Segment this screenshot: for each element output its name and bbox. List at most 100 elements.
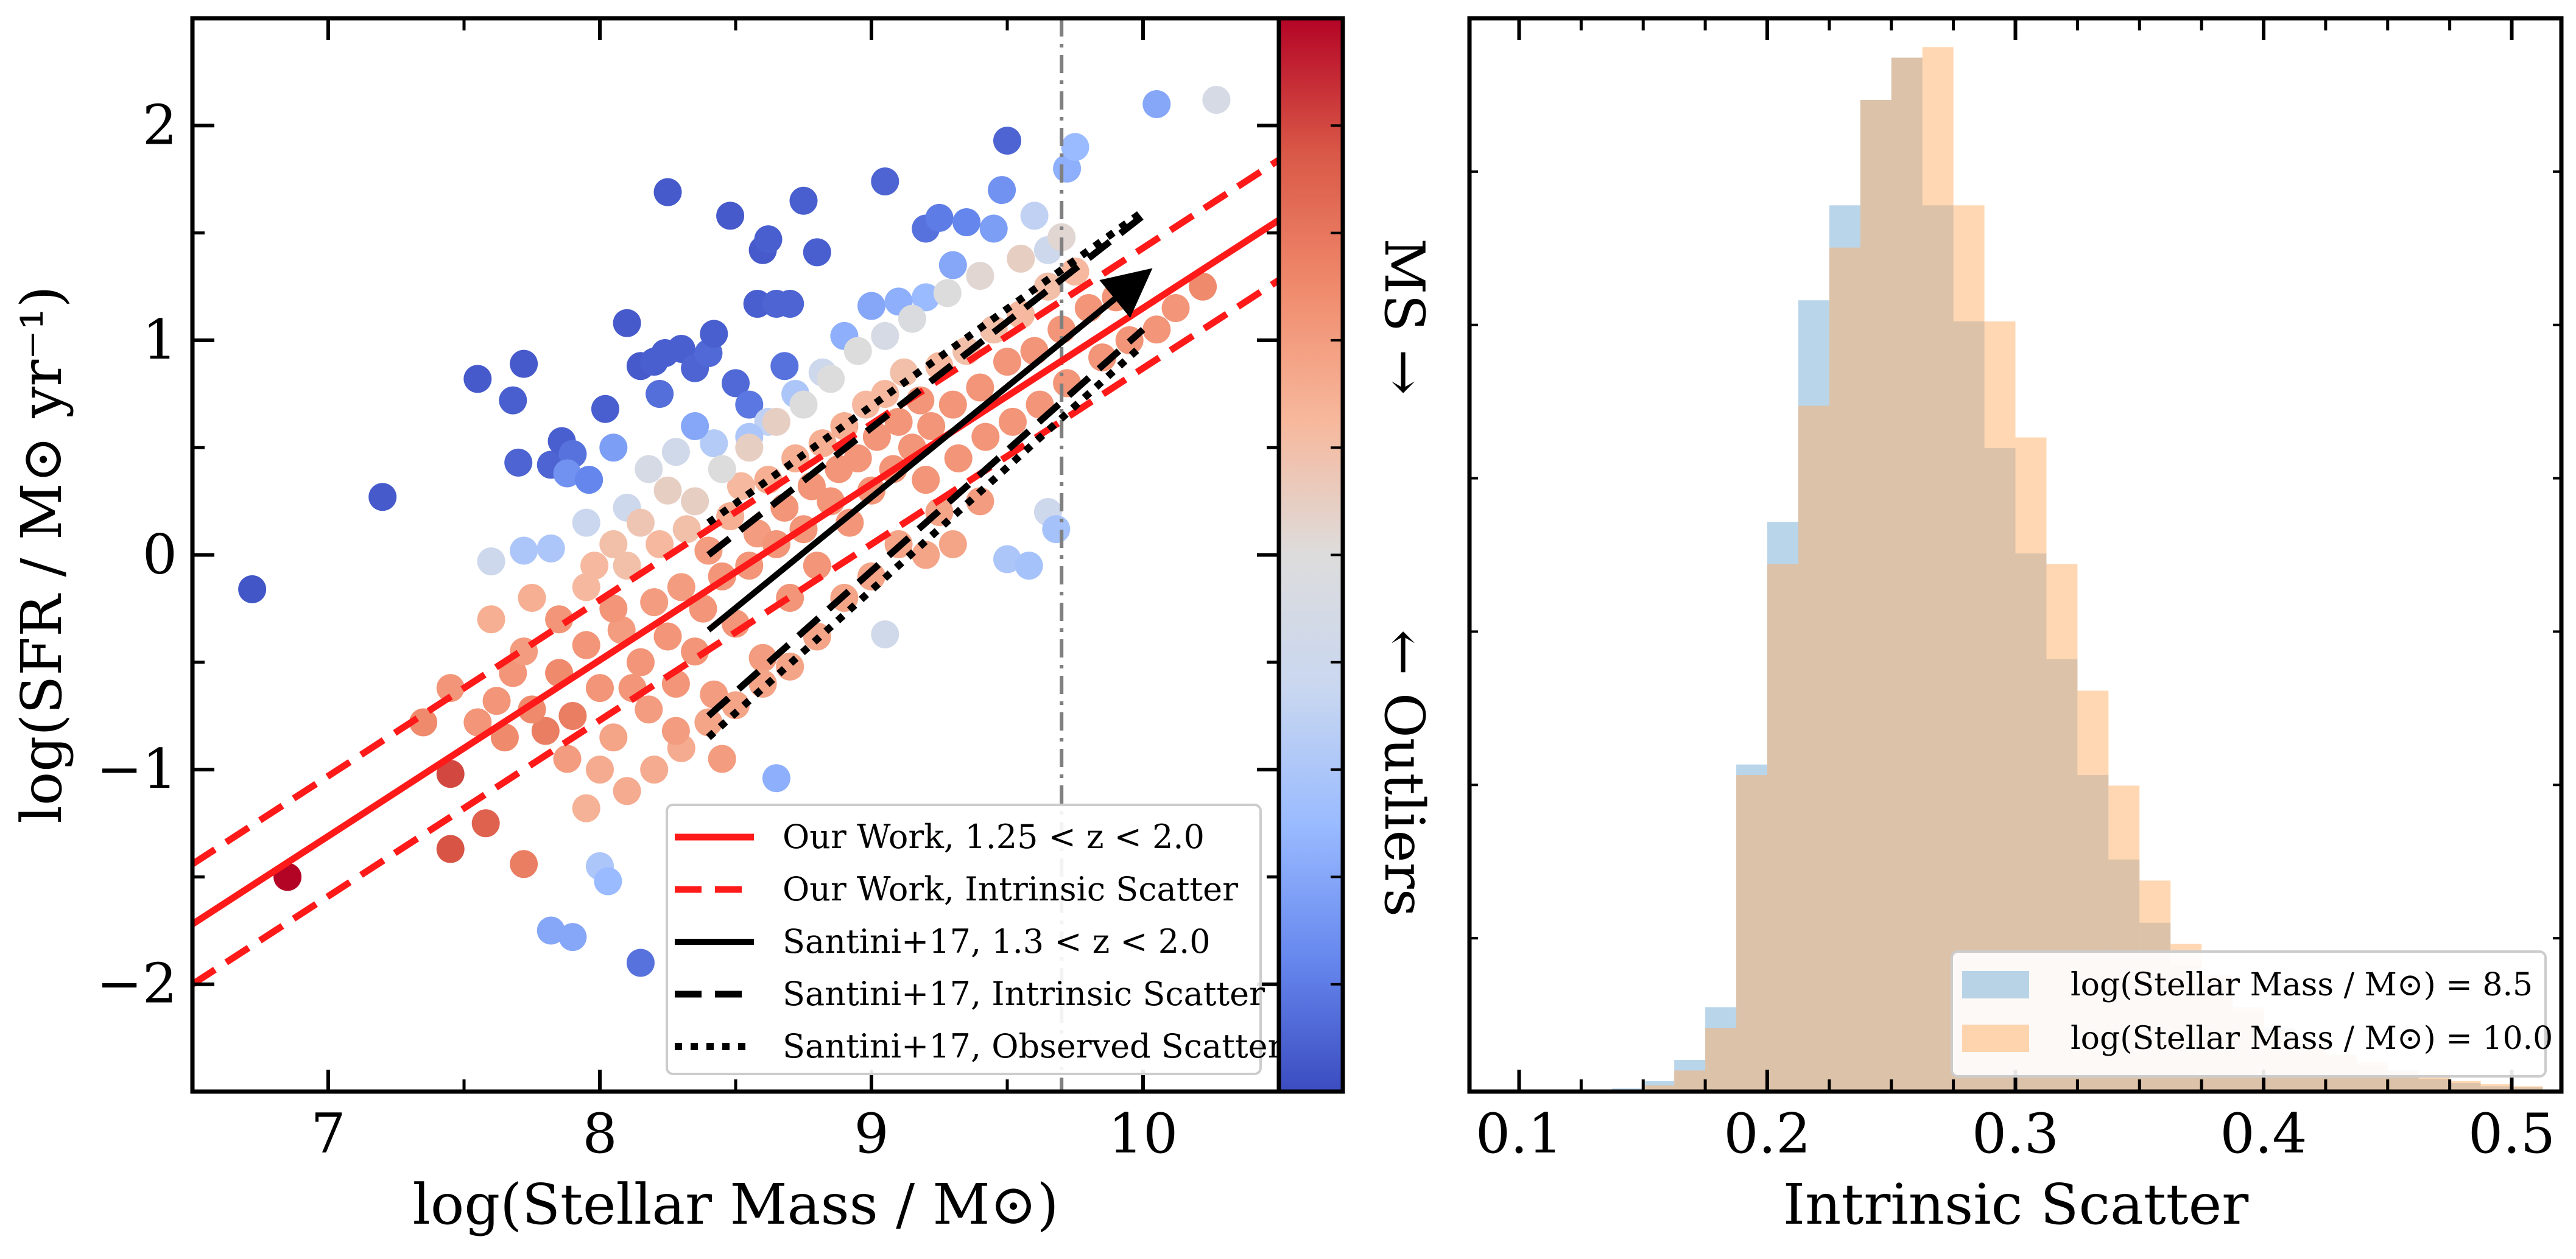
scatter-point xyxy=(700,320,728,348)
santini-arrow xyxy=(706,268,1153,633)
scatter-point xyxy=(694,708,723,737)
scatter-point xyxy=(722,369,750,398)
scatter-point xyxy=(1007,244,1035,273)
scatter-point xyxy=(1202,85,1231,114)
scatter-point xyxy=(748,644,777,672)
scatter-point xyxy=(762,407,790,436)
scatter-point xyxy=(776,289,804,318)
santini-line xyxy=(706,342,1146,740)
scatter-point xyxy=(917,412,946,440)
scatter-point xyxy=(716,202,745,230)
scatter-point xyxy=(613,552,641,580)
scatter-point xyxy=(993,545,1021,573)
scatter-point xyxy=(477,547,505,576)
x-tick-label: 0.3 xyxy=(1972,1102,2059,1166)
scatter-point xyxy=(754,225,783,254)
scatter-point xyxy=(640,756,669,784)
histogram-bar xyxy=(2449,1081,2481,1092)
y-tick-label: 0 xyxy=(143,523,177,587)
scatter-point xyxy=(871,167,899,195)
scatter-point xyxy=(238,575,267,603)
y-tick-label: 1 xyxy=(143,308,177,372)
scatter-point xyxy=(1047,223,1076,251)
scatter-point xyxy=(626,648,655,676)
legend-label: Santini+17, 1.3 < z < 2.0 xyxy=(783,922,1211,961)
scatter-point xyxy=(368,483,397,511)
scatter-point xyxy=(789,390,818,419)
scatter-point xyxy=(586,674,614,703)
scatter-point xyxy=(871,380,899,409)
scatter-point xyxy=(436,760,465,788)
scatter-point xyxy=(586,756,614,784)
scatter-point xyxy=(912,283,940,312)
scatter-point xyxy=(482,687,511,715)
scatter-point xyxy=(504,448,533,477)
scatter-point xyxy=(944,444,973,472)
scatter-point xyxy=(979,214,1008,243)
scatter-point xyxy=(966,487,994,516)
histogram-bar xyxy=(1922,47,1954,1092)
scatter-points xyxy=(238,85,1231,977)
legend-label: Our Work, Intrinsic Scatter xyxy=(783,870,1238,908)
legend-label: log(Stellar Mass / M⊙) = 10.0 xyxy=(2071,1020,2553,1057)
scatter-panel: 7 8 9 10 −2 −1 0 1 2 log(Stellar Mass / M⊙) log(… xyxy=(9,16,1284,1237)
scatter-point xyxy=(1189,272,1217,301)
scatter-point xyxy=(640,588,669,617)
scatter-ticks: 7 8 9 10 −2 −1 0 1 2 xyxy=(96,16,1281,1166)
colorbar-top-label: MS → xyxy=(1372,238,1436,395)
scatter-point xyxy=(884,407,913,436)
legend-swatch xyxy=(1962,971,2029,998)
histogram-bar xyxy=(2511,1086,2543,1092)
scatter-point xyxy=(998,407,1027,436)
scatter-point xyxy=(646,530,674,558)
y-tick-label: −1 xyxy=(96,737,177,801)
legend-label: log(Stellar Mass / M⊙) = 8.5 xyxy=(2071,967,2533,1003)
scatter-point xyxy=(938,530,967,558)
y-tick-label: −2 xyxy=(96,952,177,1016)
scatter-point xyxy=(646,380,674,409)
legend-label: Santini+17, Observed Scatter xyxy=(783,1027,1284,1065)
scatter-point xyxy=(436,835,465,863)
x-tick-label: 7 xyxy=(311,1102,345,1166)
scatter-point xyxy=(613,777,641,805)
scatter-point xyxy=(667,573,695,601)
scatter-point xyxy=(993,348,1021,376)
histogram-panel: 0.1 0.2 0.3 0.4 0.5 Intrinsic Scatter log(St… xyxy=(1467,16,2564,1237)
scatter-point xyxy=(599,594,628,623)
scatter-point xyxy=(490,723,519,752)
scatter-point xyxy=(626,508,655,537)
scatter-point xyxy=(681,487,709,516)
scatter-point xyxy=(1142,315,1171,344)
scatter-point xyxy=(572,508,600,537)
scatter-point xyxy=(558,923,587,952)
scatter-point xyxy=(708,455,736,483)
our-work-line xyxy=(192,277,1279,987)
scatter-point xyxy=(966,262,994,290)
scatter-point xyxy=(890,358,918,387)
scatter-point xyxy=(661,717,690,745)
x-tick-label: 9 xyxy=(854,1102,889,1166)
scatter-point xyxy=(599,723,628,752)
scatter-point xyxy=(572,794,600,822)
scatter-point xyxy=(1142,90,1171,119)
scatter-point xyxy=(776,652,804,681)
scatter-point xyxy=(635,695,663,724)
scatter-point xyxy=(857,292,885,320)
scatter-point xyxy=(471,809,500,838)
histogram-bar xyxy=(2418,1076,2450,1092)
scatter-point xyxy=(803,238,831,267)
x-tick-label: 8 xyxy=(582,1102,617,1166)
our-work-line xyxy=(192,157,1279,867)
scatter-point xyxy=(499,386,527,415)
scatter-point xyxy=(762,764,790,793)
scatter-point xyxy=(843,444,872,472)
scatter-point xyxy=(843,337,872,365)
scatter-point xyxy=(607,615,636,644)
scatter-point xyxy=(1042,515,1071,544)
scatter-point xyxy=(993,126,1021,155)
scatter-point xyxy=(988,176,1016,205)
scatter-point xyxy=(558,701,587,730)
colorbar-bottom-label: ← Outliers xyxy=(1372,630,1436,917)
scatter-point xyxy=(463,365,492,393)
